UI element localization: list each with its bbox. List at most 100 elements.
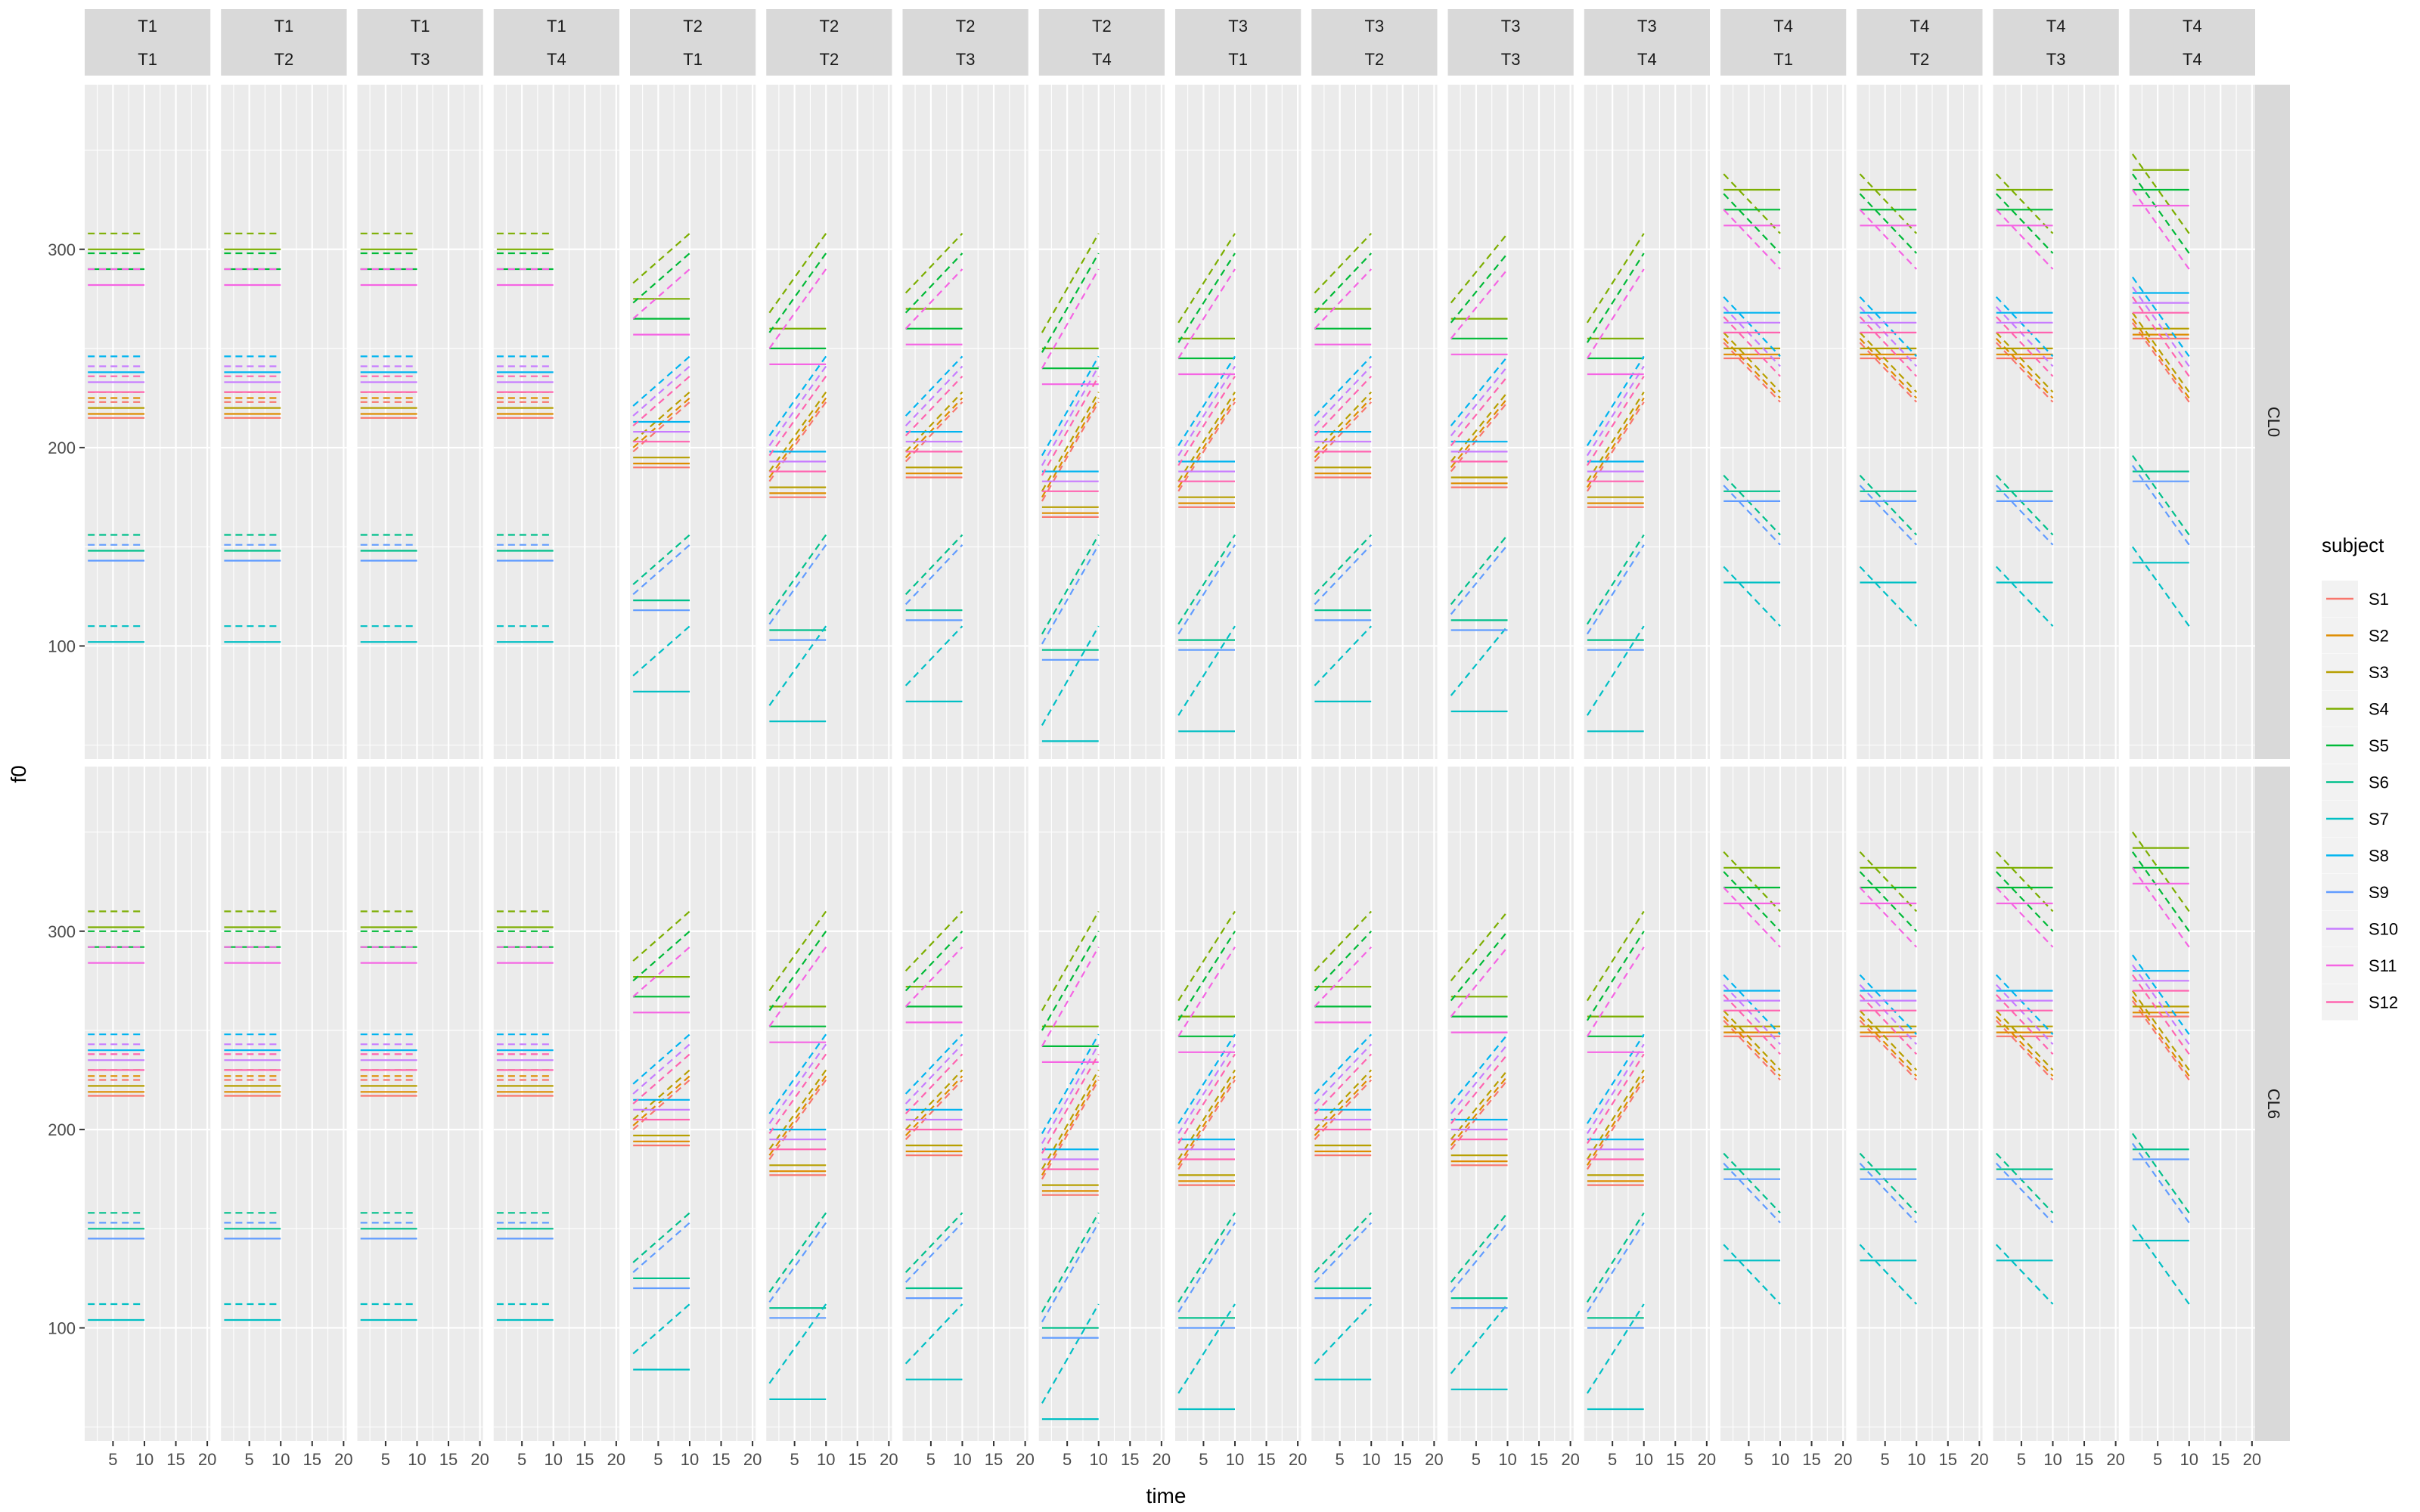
series-line-s1-dashed (768, 1079, 827, 1160)
series-line-s9-dashed (904, 544, 963, 606)
strip-label-top: T2 (1092, 17, 1112, 36)
x-tick-label: 15 (1802, 1450, 1820, 1469)
series-line-s6-dashed (1041, 1212, 1100, 1313)
series-line-s7-dashed (1859, 1244, 1917, 1305)
facet-panel (85, 767, 211, 1441)
strip-background (1447, 9, 1574, 42)
series-line-s7-dashed (904, 625, 963, 686)
series-line-s9-dashed (632, 544, 690, 596)
x-tick-label: 15 (985, 1450, 1003, 1469)
strip-label-bottom: T3 (2046, 50, 2066, 69)
series-line-s9-dashed (1995, 485, 2054, 546)
series-line-s6-dashed (1859, 475, 1917, 536)
series-line-s2-dashed (1177, 397, 1236, 488)
series-line-s12-dashed (1995, 316, 2054, 377)
series-line-s6-dashed (1450, 534, 1509, 606)
series-line-s10-dashed (1177, 365, 1236, 457)
series-line-s8-dashed (1041, 1033, 1100, 1134)
x-tick-label: 5 (1199, 1450, 1208, 1469)
x-tick-label: 15 (712, 1450, 730, 1469)
series-line-s9-dashed (1859, 485, 1917, 546)
series-line-s7-dashed (1314, 1303, 1372, 1365)
facet-strip: T3 T4 (1584, 9, 1710, 76)
series-line-s2-dashed (1586, 397, 1645, 488)
series-line-s7-dashed (1450, 1303, 1509, 1374)
series-line-s12-dashed (904, 375, 963, 437)
series-line-s6-dashed (904, 534, 963, 595)
series-line-s12-dashed (1041, 1053, 1100, 1154)
y-tick-label: 200 (48, 438, 76, 457)
series-line-s1-dashed (1586, 1079, 1645, 1170)
row-strip: CL0 (2255, 85, 2290, 759)
series-line-s4-dashed (904, 233, 963, 294)
series-line-s5-dashed (1041, 253, 1100, 353)
strip-background (1720, 9, 1847, 42)
x-tick-label: 15 (439, 1450, 458, 1469)
x-tick-label: 5 (653, 1450, 662, 1469)
x-tick-label: 15 (849, 1450, 867, 1469)
series-line-s12-dashed (904, 1053, 963, 1114)
series-line-s5-dashed (632, 253, 690, 304)
series-line-s5-dashed (904, 931, 963, 992)
series-line-s3-dashed (2132, 312, 2190, 393)
x-tick-label: 5 (1063, 1450, 1072, 1469)
series-line-s6-dashed (1041, 534, 1100, 635)
x-axis-title: time (1146, 1484, 1187, 1507)
series-line-s1-dashed (2132, 322, 2190, 403)
series-line-s12-dashed (1450, 1053, 1509, 1124)
series-line-s5-dashed (1859, 871, 1917, 932)
strip-background (902, 9, 1028, 42)
series-line-s11-dashed (1723, 209, 1781, 270)
strip-label-bottom: T4 (1637, 50, 1657, 69)
x-tick-label: 15 (2075, 1450, 2093, 1469)
series-line-s3-dashed (1041, 1069, 1100, 1170)
strip-label-bottom: T1 (138, 50, 157, 69)
strip-label-top: T2 (820, 17, 839, 36)
series-line-s2-dashed (1586, 1075, 1645, 1166)
series-line-s10-dashed (1859, 306, 1917, 367)
strip-background (1857, 42, 1983, 76)
legend-key-label: S11 (2369, 956, 2397, 975)
facet-panel (85, 85, 211, 759)
series-line-s5-dashed (1177, 931, 1236, 1021)
series-line-s12-dashed (1859, 993, 1917, 1055)
series-line-s11-dashed (1314, 946, 1372, 1008)
series-line-s10-dashed (768, 365, 827, 447)
series-line-s9-dashed (1041, 544, 1100, 645)
facet-panel (493, 767, 619, 1441)
legend-key-label: S4 (2369, 700, 2389, 719)
series-line-s1-dashed (1177, 1079, 1236, 1170)
x-tick-label: 20 (1970, 1450, 1988, 1469)
series-line-s7-dashed (1041, 1303, 1100, 1404)
series-line-s9-dashed (1450, 1222, 1509, 1293)
strip-background (2129, 9, 2255, 42)
series-line-s3-dashed (1859, 332, 1917, 393)
series-line-s8-dashed (1450, 355, 1509, 426)
series-line-s2-dashed (1450, 397, 1509, 468)
strip-label-bottom: T2 (275, 50, 294, 69)
facet-panel (1584, 767, 1710, 1441)
strip-background (766, 9, 892, 42)
strip-background (357, 42, 483, 76)
series-line-s5-dashed (1995, 193, 2054, 254)
facet-grid: T1T1T1T2T1T3T1T4T2T1T2T2T2T3T2T4T3T1T3T2… (85, 9, 2290, 1441)
series-line-s4-dashed (1723, 173, 1781, 234)
x-tick-label: 20 (880, 1450, 898, 1469)
strip-background (1993, 9, 2119, 42)
series-line-s5-dashed (1995, 871, 2054, 932)
series-line-s8-dashed (1177, 1033, 1236, 1124)
series-line-s5-dashed (1723, 193, 1781, 254)
series-line-s12-dashed (2132, 974, 2190, 1055)
series-line-s3-dashed (1586, 392, 1645, 482)
series-line-s11-dashed (632, 268, 690, 320)
legend-key-s2: S2 (2322, 617, 2389, 654)
series-line-s11-dashed (1586, 947, 1645, 1037)
series-line-s10-dashed (1586, 365, 1645, 457)
series-line-s4-dashed (1586, 233, 1645, 324)
series-line-s4-dashed (1995, 173, 2054, 234)
x-tick-label: 15 (2211, 1450, 2229, 1469)
y-tick-label: 200 (48, 1120, 76, 1139)
series-line-s6-dashed (1314, 534, 1372, 595)
x-tick-label: 10 (544, 1450, 562, 1469)
series-line-s2-dashed (1314, 1075, 1372, 1136)
